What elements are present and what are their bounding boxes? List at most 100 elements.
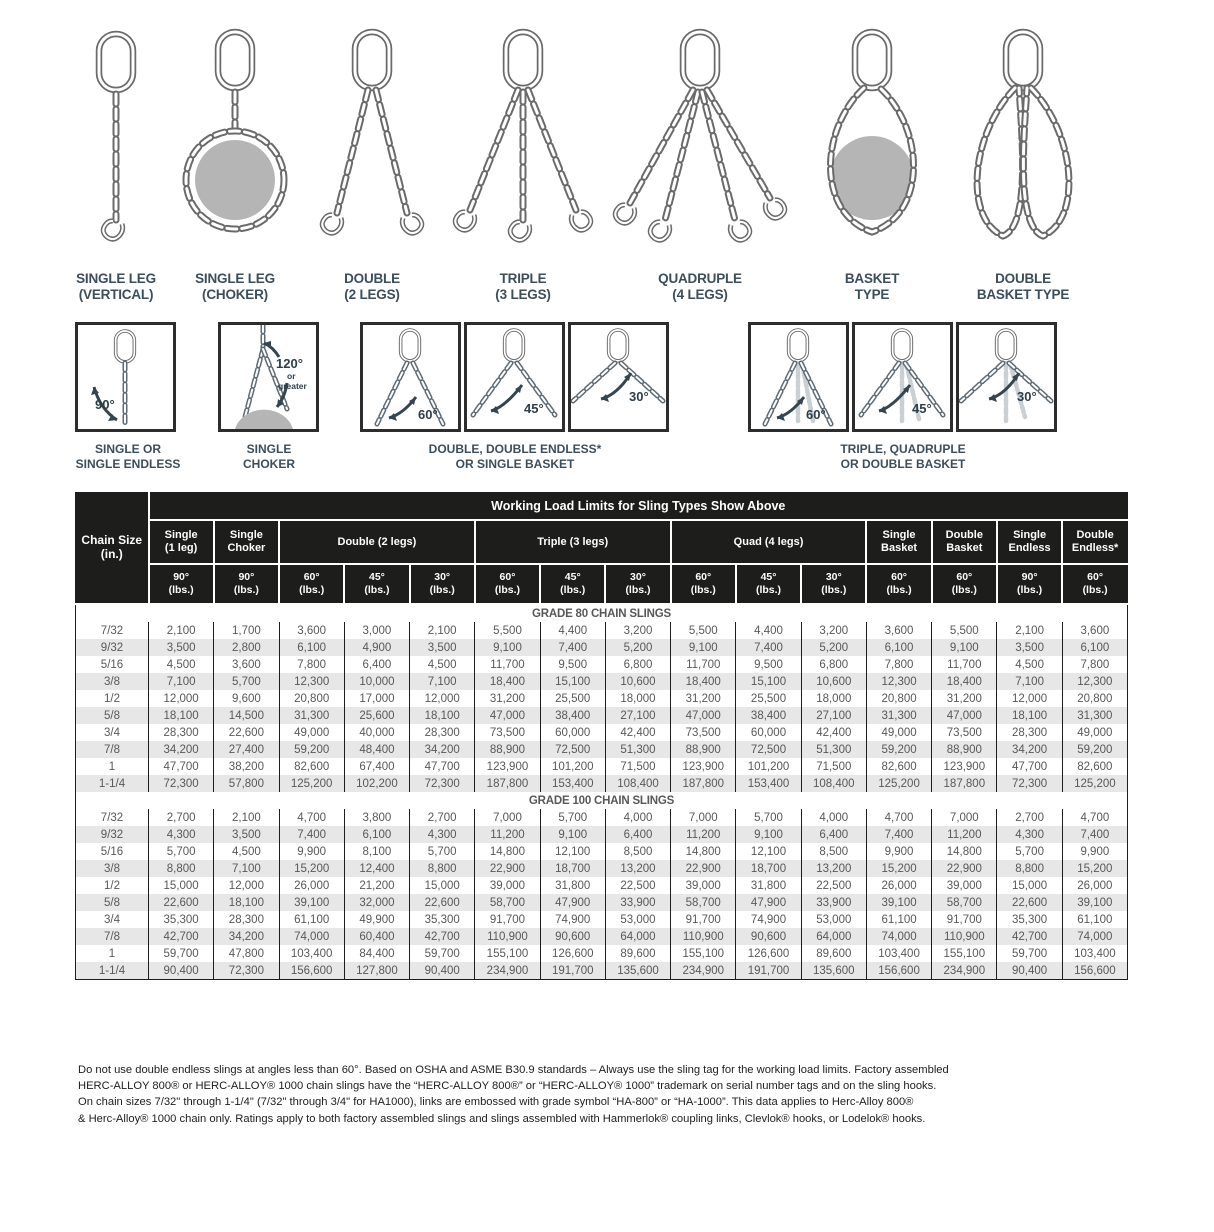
load-value-cell: 108,400: [801, 775, 867, 792]
load-value-cell: 31,300: [279, 707, 345, 724]
load-value-cell: 18,100: [148, 707, 215, 724]
degree-header: 60° (lbs.): [1062, 564, 1128, 605]
load-value-cell: 47,900: [540, 894, 606, 911]
load-value-cell: 51,300: [605, 741, 672, 758]
load-value-cell: 20,800: [866, 690, 933, 707]
degree-header: 90° (lbs.): [996, 564, 1064, 605]
load-value-cell: 25,500: [735, 690, 802, 707]
load-value-cell: 71,500: [801, 758, 867, 775]
angle-90-icon: 90°: [91, 329, 137, 428]
load-value-cell: 135,600: [801, 962, 867, 980]
load-value-cell: 8,100: [344, 843, 411, 860]
table-row: 3/8 8,800 7,100 15,200 12,400 8,800 22,900 18,7…: [75, 860, 1128, 877]
load-value-cell: 74,000: [1062, 928, 1128, 945]
load-value-cell: 12,000: [213, 877, 280, 894]
load-value-cell: 7,000: [670, 809, 737, 826]
table-row: 5/16 4,500 3,600 7,800 6,400 4,500 11,700 9,500…: [75, 656, 1128, 673]
load-value-cell: 4,700: [279, 809, 345, 826]
load-value-cell: 3,600: [1062, 622, 1128, 639]
load-value-cell: 5,500: [670, 622, 737, 639]
load-value-cell: 7,400: [866, 826, 933, 843]
load-value-cell: 127,800: [344, 962, 411, 980]
load-value-cell: 110,900: [474, 928, 541, 945]
angle-60-icon: 60°: [374, 328, 446, 427]
load-value-cell: 84,400: [344, 945, 411, 962]
load-value-cell: 7,800: [866, 656, 933, 673]
table-row: 3/8 7,100 5,700 12,300 10,000 7,100 18,400 15,1…: [75, 673, 1128, 690]
load-value-cell: 18,000: [605, 690, 672, 707]
load-value-cell: 6,400: [605, 826, 672, 843]
load-value-cell: 74,900: [735, 911, 802, 928]
figure-quadruple: QUADRUPLE (4 LEGS): [605, 28, 795, 303]
load-value-cell: 18,100: [213, 894, 280, 911]
group-header-2: Double (2 legs): [279, 520, 476, 565]
load-value-cell: 31,300: [866, 707, 933, 724]
load-value-cell: 72,300: [213, 962, 280, 980]
chain-size-cell: 5/16: [75, 843, 149, 860]
load-value-cell: 6,100: [1062, 639, 1128, 656]
load-value-cell: 5,500: [474, 622, 541, 639]
load-value-cell: 72,300: [148, 775, 215, 792]
degree-unit: (lbs.): [755, 584, 782, 596]
load-value-cell: 155,100: [931, 945, 998, 962]
load-value-cell: 5,700: [148, 843, 215, 860]
figure-label: QUADRUPLE (4 LEGS): [658, 271, 742, 303]
load-value-cell: 91,700: [474, 911, 541, 928]
load-value-cell: 91,700: [670, 911, 737, 928]
load-value-cell: 10,600: [801, 673, 867, 690]
chain-size-cell: 1-1/4: [75, 775, 149, 792]
load-value-cell: 9,100: [931, 639, 998, 656]
load-value-cell: 102,200: [344, 775, 411, 792]
load-value-cell: 9,900: [279, 843, 345, 860]
degree-header: 90° (lbs.): [213, 564, 281, 605]
angle-label: 45°: [524, 401, 544, 416]
load-value-cell: 22,600: [148, 894, 215, 911]
load-value-cell: 34,200: [148, 741, 215, 758]
load-value-cell: 59,700: [409, 945, 476, 962]
degree-unit: (lbs.): [560, 584, 586, 596]
figure-single-choker: SINGLE LEG (CHOKER): [175, 28, 295, 303]
load-value-cell: 89,600: [605, 945, 672, 962]
double-sling-icon: [297, 28, 447, 263]
load-value-cell: 4,500: [213, 843, 280, 860]
load-value-cell: 3,600: [213, 656, 280, 673]
table-row: 5/8 22,600 18,100 39,100 32,000 22,600 58,700 4…: [75, 894, 1128, 911]
load-value-cell: 82,600: [866, 758, 933, 775]
load-value-cell: 58,700: [931, 894, 998, 911]
load-value-cell: 3,500: [409, 639, 476, 656]
chain-size-cell: 1: [75, 945, 149, 962]
degree-header: 60° (lbs.): [279, 564, 346, 605]
degree-unit: (lbs.): [429, 584, 455, 596]
load-value-cell: 11,200: [931, 826, 998, 843]
figure-double-basket: DOUBLE BASKET TYPE: [943, 28, 1103, 303]
figure-label: SINGLE LEG (CHOKER): [195, 271, 275, 303]
degree-unit: (lbs.): [951, 584, 977, 596]
load-value-cell: 22,900: [670, 860, 737, 877]
load-value-cell: 156,600: [1062, 962, 1128, 980]
degree-unit: (lbs.): [168, 584, 194, 596]
load-value-cell: 13,200: [605, 860, 672, 877]
load-value-cell: 5,700: [540, 809, 606, 826]
load-value-cell: 6,100: [344, 826, 411, 843]
degree-unit: (lbs.): [821, 584, 847, 596]
table-row: 7/32 2,100 1,700 3,600 3,000 2,100 5,500 4,400 3…: [75, 622, 1128, 639]
chain-size-cell: 5/8: [75, 707, 149, 724]
load-value-cell: 42,400: [605, 724, 672, 741]
table-row: 1 47,700 38,200 82,600 67,400 47,700 123,900 10…: [75, 758, 1128, 775]
load-value-cell: 58,700: [670, 894, 737, 911]
load-value-cell: 47,900: [735, 894, 802, 911]
load-value-cell: 12,100: [735, 843, 802, 860]
group-header-6: Double Basket: [931, 520, 998, 565]
load-value-cell: 2,100: [148, 622, 215, 639]
load-value-cell: 2,800: [213, 639, 280, 656]
angle-box-30-double: 30°: [568, 322, 669, 432]
load-value-cell: 42,700: [148, 928, 215, 945]
load-value-cell: 90,400: [996, 962, 1063, 980]
angle-box-45-double: 45°: [464, 322, 565, 432]
load-value-cell: 88,900: [931, 741, 998, 758]
chain-size-cell: 9/32: [75, 639, 149, 656]
load-value-cell: 126,600: [540, 945, 606, 962]
degree-value: 90°: [238, 570, 255, 583]
chain-size-header: Chain Size (in.): [75, 492, 150, 605]
